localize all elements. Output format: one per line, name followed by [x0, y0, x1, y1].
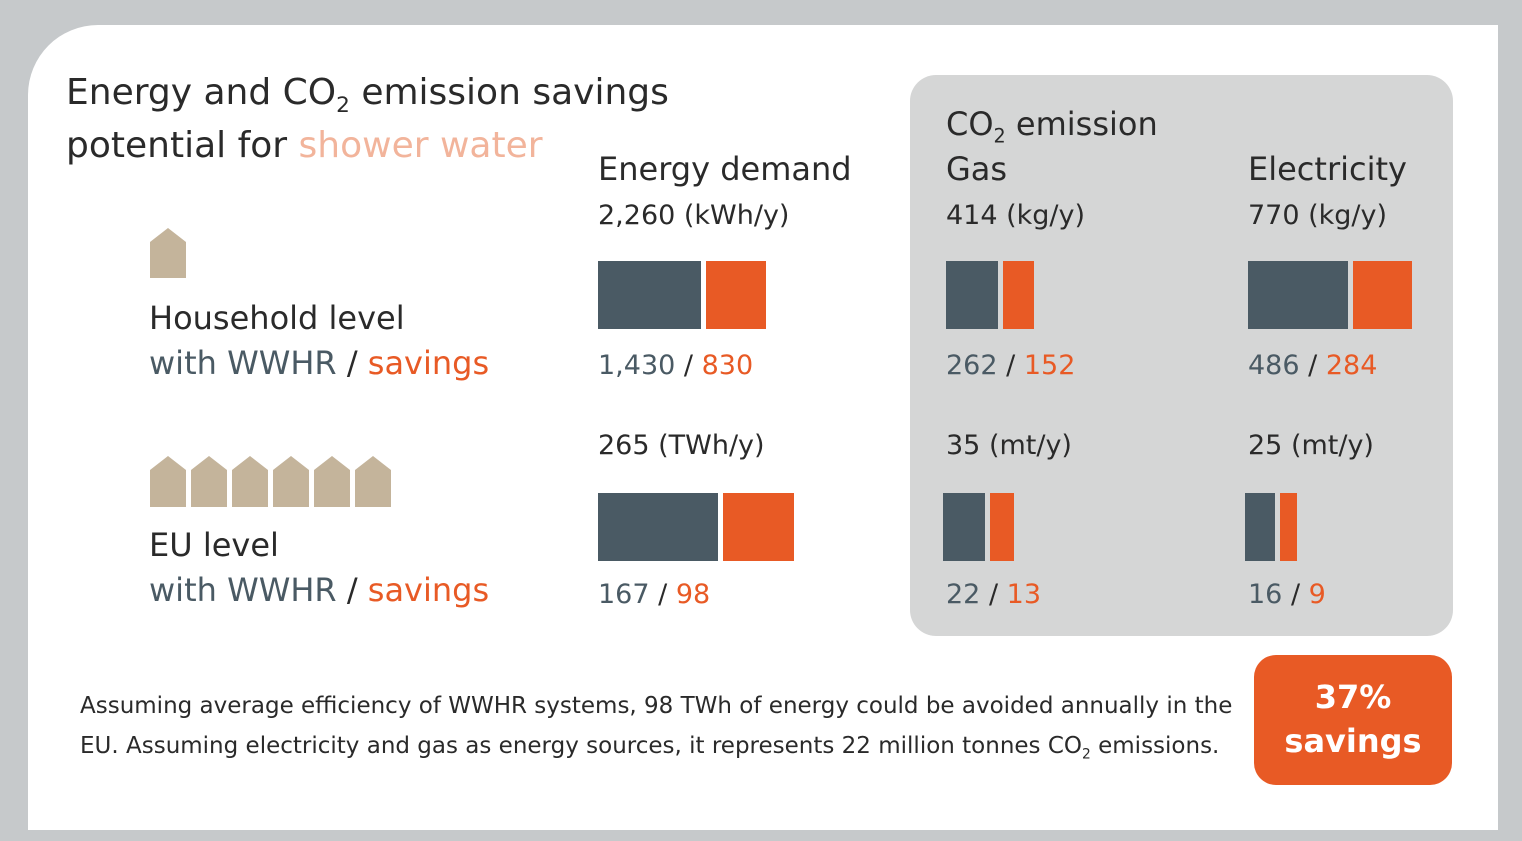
total: 25 (mt/y) [1248, 430, 1374, 461]
total: 35 (mt/y) [946, 430, 1072, 461]
title-line2: potential for shower water [66, 125, 543, 166]
value-pair: 167 / 98 [598, 579, 710, 610]
row-sublabel: with WWHR / savings [149, 341, 489, 385]
value-part: 1,430 [598, 350, 676, 381]
column-header: Electricity [1248, 150, 1407, 188]
column-header: Gas [946, 150, 1008, 188]
badge: 37% savings [1254, 655, 1452, 785]
bar-savings [1003, 261, 1034, 329]
total: 2,260 (kWh/y) [598, 200, 790, 231]
label-part: with WWHR [149, 344, 337, 382]
badge-label: savings [1284, 722, 1422, 760]
value-part: / [988, 579, 999, 610]
t: 2 [1082, 746, 1091, 763]
total: 414 (kg/y) [946, 200, 1086, 231]
t: emission [1005, 105, 1158, 143]
value-part: 262 [946, 350, 998, 381]
value-part: 152 [1023, 350, 1076, 381]
title-line1: Energy and CO2 emission savings [66, 72, 669, 118]
label-part: with WWHR [149, 571, 337, 609]
value-part: 22 [946, 579, 981, 610]
value-part: 486 [1248, 350, 1300, 381]
value-part: 830 [701, 350, 754, 381]
bar-with-wwhr [946, 261, 999, 329]
total: 265 (TWh/y) [598, 430, 765, 461]
row-label: Household level [149, 299, 405, 337]
label-part: / [346, 571, 358, 609]
bar-savings [989, 493, 1015, 561]
bar-savings [723, 493, 794, 561]
t: emissions. [1090, 733, 1220, 759]
label-part: savings [367, 344, 490, 382]
column-header: Energy demand [598, 150, 852, 188]
value-part: / [683, 350, 693, 381]
badge-value: 37% [1314, 678, 1392, 716]
t: emission savings [349, 72, 669, 113]
bar-with-wwhr [598, 261, 701, 329]
value-part: 167 [598, 579, 650, 610]
t: CO [946, 105, 994, 143]
bar-savings [705, 261, 766, 329]
total: 770 (kg/y) [1248, 200, 1388, 231]
row-sublabel: with WWHR / savings [149, 568, 489, 612]
bar-savings [1280, 493, 1298, 561]
t: Assuming average efficiency of WWHR syst… [80, 693, 1233, 759]
highlight: shower water [298, 125, 543, 166]
value-part: 284 [1325, 350, 1378, 381]
co2-header: CO2 emission [946, 105, 1158, 147]
value-pair: 16 / 9 [1248, 579, 1326, 610]
value-part: / [1290, 579, 1301, 610]
t: 2 [993, 124, 1006, 148]
t: Energy and CO [66, 72, 337, 113]
value-pair: 1,430 / 830 [598, 350, 753, 381]
value-part: / [1006, 350, 1016, 381]
value-part: 9 [1308, 579, 1326, 610]
value-part: / [1308, 350, 1318, 381]
value-pair: 262 / 152 [946, 350, 1075, 381]
value-pair: 22 / 13 [946, 579, 1041, 610]
t: potential for [66, 125, 299, 166]
bar-with-wwhr [943, 493, 985, 561]
row-label: EU level [149, 526, 279, 564]
value-pair: 486 / 284 [1248, 350, 1377, 381]
t: 2 [336, 93, 350, 119]
value-part: 13 [1006, 579, 1042, 610]
footer: Assuming average efficiency of WWHR syst… [80, 686, 1240, 775]
bar-with-wwhr [1248, 261, 1349, 329]
value-part: / [658, 579, 668, 610]
label-part: / [346, 344, 358, 382]
value-part: 98 [675, 579, 711, 610]
bar-savings [1353, 261, 1412, 329]
value-part: 16 [1248, 579, 1283, 610]
bar-with-wwhr [1245, 493, 1276, 561]
label-part: savings [367, 571, 490, 609]
bar-with-wwhr [598, 493, 719, 561]
